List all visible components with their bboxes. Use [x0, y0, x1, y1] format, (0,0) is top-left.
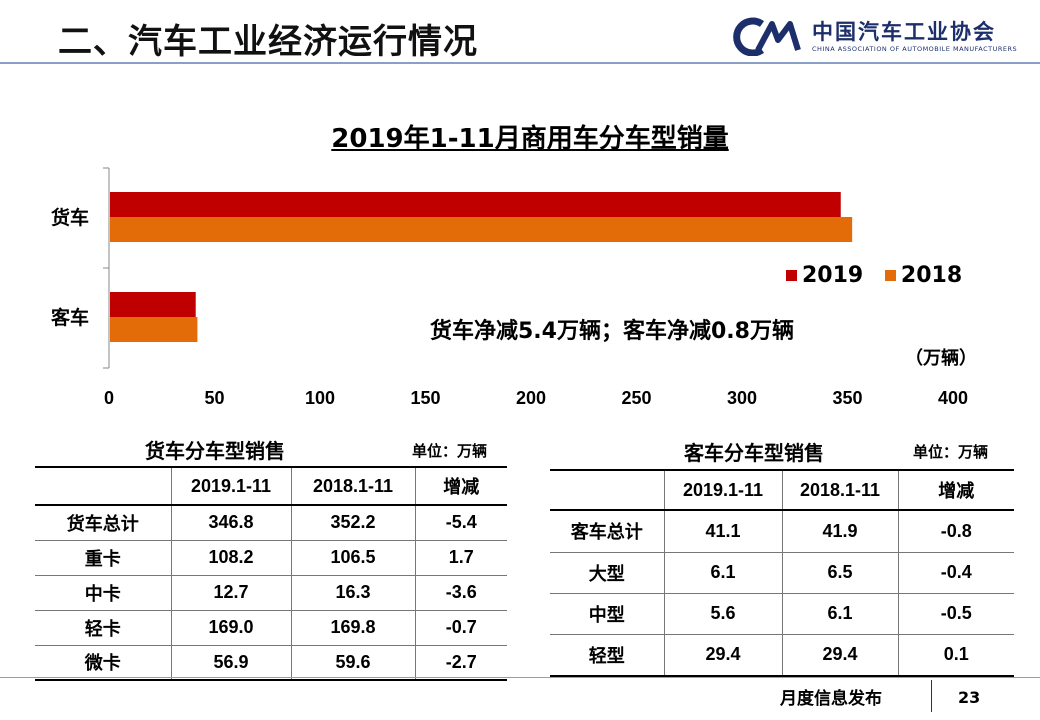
bus-header-2018: 2018.1-11	[781, 469, 899, 511]
legend-label-2018: 2018	[900, 263, 963, 288]
logo-subtitle: CHINA ASSOCIATION OF AUTOMOBILE MANUFACT…	[812, 45, 1018, 53]
legend-swatch-2018	[884, 270, 896, 281]
table-row: 客车总计 41.1 41.9 -0.8	[550, 509, 1014, 553]
truck-header-2019: 2019.1-11	[170, 466, 292, 506]
bus-cell-2019: 6.1	[663, 551, 783, 594]
bus-cell-2019: 41.1	[663, 509, 783, 553]
footer-text: 月度信息发布	[780, 689, 882, 709]
x-tick-label: 200	[516, 388, 546, 408]
table-row: 中型 5.6 6.1 -0.5	[550, 592, 1014, 635]
truck-cell-2018: 169.8	[290, 609, 416, 646]
bus-header-change: 增减	[897, 469, 1014, 511]
table-row: 重卡 108.2 106.5 1.7	[35, 539, 507, 576]
bus-cell-2019: 5.6	[663, 592, 783, 635]
bar-2019-0	[110, 192, 841, 217]
truck-row-label: 重卡	[35, 539, 172, 576]
bus-cell-2019: 29.4	[663, 633, 783, 677]
logo-mark-icon	[733, 17, 801, 56]
truck-header-blank	[35, 466, 172, 506]
truck-header-2018: 2018.1-11	[290, 466, 416, 506]
bus-row-label: 轻型	[550, 633, 665, 677]
x-tick-label: 400	[938, 388, 968, 408]
bus-row-label: 大型	[550, 551, 665, 594]
truck-cell-2018: 106.5	[290, 539, 416, 576]
table-row: 轻型 29.4 29.4 0.1	[550, 633, 1014, 677]
x-tick-label: 0	[104, 388, 114, 408]
bus-cell-change: -0.8	[897, 509, 1014, 553]
chart-legend: 2019 2018	[786, 262, 976, 288]
page-title: 二、汽车工业经济运行情况	[58, 22, 478, 62]
truck-cell-2019: 12.7	[170, 574, 292, 611]
truck-header-change: 增减	[414, 466, 507, 506]
truck-cell-change: -0.7	[414, 609, 507, 646]
x-tick-label: 250	[621, 388, 651, 408]
footer-divider	[0, 677, 1040, 678]
x-tick-label: 300	[727, 388, 757, 408]
header-divider	[0, 62, 1040, 64]
legend-item-2018: 2018	[884, 263, 963, 288]
legend-swatch-2019	[786, 270, 797, 281]
x-tick-label: 50	[204, 388, 224, 408]
bar-2019-1	[110, 292, 196, 317]
truck-cell-2018: 352.2	[290, 504, 416, 541]
bus-cell-change: -0.5	[897, 592, 1014, 635]
bar-2018-0	[110, 217, 853, 242]
bus-header-blank	[550, 469, 665, 511]
logo: 中国汽车工业协会 CHINA ASSOCIATION OF AUTOMOBILE…	[728, 14, 1028, 58]
bus-row-label: 客车总计	[550, 509, 665, 553]
truck-row-label: 货车总计	[35, 504, 172, 541]
x-tick-label: 100	[305, 388, 335, 408]
table-row: 轻卡 169.0 169.8 -0.7	[35, 609, 507, 646]
truck-cell-2019: 56.9	[170, 644, 292, 681]
page-number: 23	[958, 688, 981, 707]
table-row: 中卡 12.7 16.3 -3.6	[35, 574, 507, 611]
legend-label-2019: 2019	[802, 263, 864, 288]
truck-cell-change: -5.4	[414, 504, 507, 541]
chart-title: 2019年1-11月商用车分车型销量	[331, 124, 729, 154]
category-label: 货车	[51, 206, 89, 229]
table-row: 大型 6.1 6.5 -0.4	[550, 551, 1014, 594]
bus-cell-change: 0.1	[897, 633, 1014, 677]
bus-cell-2018: 41.9	[781, 509, 899, 553]
bar-2018-1	[110, 317, 198, 342]
x-tick-label: 150	[410, 388, 440, 408]
chart-annotation: 货车净减5.4万辆；客车净减0.8万辆	[430, 319, 794, 344]
bus-row-label: 中型	[550, 592, 665, 635]
bus-cell-2018: 29.4	[781, 633, 899, 677]
legend-item-2019: 2019	[786, 263, 863, 288]
truck-cell-change: -2.7	[414, 644, 507, 681]
truck-cell-2019: 108.2	[170, 539, 292, 576]
bus-table-title: 客车分车型销售	[684, 441, 824, 465]
bus-header-2019: 2019.1-11	[663, 469, 783, 511]
truck-cell-2019: 346.8	[170, 504, 292, 541]
truck-table: 2019.1-11 2018.1-11 增减 货车总计 346.8 352.2 …	[35, 466, 507, 681]
truck-row-label: 微卡	[35, 644, 172, 681]
logo-name: 中国汽车工业协会	[812, 20, 996, 44]
table-row: 货车总计 346.8 352.2 -5.4	[35, 504, 507, 541]
truck-table-unit: 单位：万辆	[412, 442, 488, 460]
x-tick-label: 350	[832, 388, 862, 408]
truck-cell-change: -3.6	[414, 574, 507, 611]
truck-cell-change: 1.7	[414, 539, 507, 576]
bus-cell-2018: 6.1	[781, 592, 899, 635]
bus-table-unit: 单位：万辆	[913, 443, 989, 461]
truck-table-title: 货车分车型销售	[145, 439, 285, 463]
truck-row-label: 中卡	[35, 574, 172, 611]
truck-row-label: 轻卡	[35, 609, 172, 646]
footer-separator	[931, 680, 932, 712]
truck-cell-2018: 59.6	[290, 644, 416, 681]
truck-cell-2018: 16.3	[290, 574, 416, 611]
truck-cell-2019: 169.0	[170, 609, 292, 646]
bus-cell-2018: 6.5	[781, 551, 899, 594]
category-label: 客车	[51, 306, 89, 329]
bus-table: 2019.1-11 2018.1-11 增减 客车总计 41.1 41.9 -0…	[550, 469, 1014, 677]
chart-unit-label: （万辆）	[905, 348, 977, 369]
table-row: 微卡 56.9 59.6 -2.7	[35, 644, 507, 681]
bus-cell-change: -0.4	[897, 551, 1014, 594]
